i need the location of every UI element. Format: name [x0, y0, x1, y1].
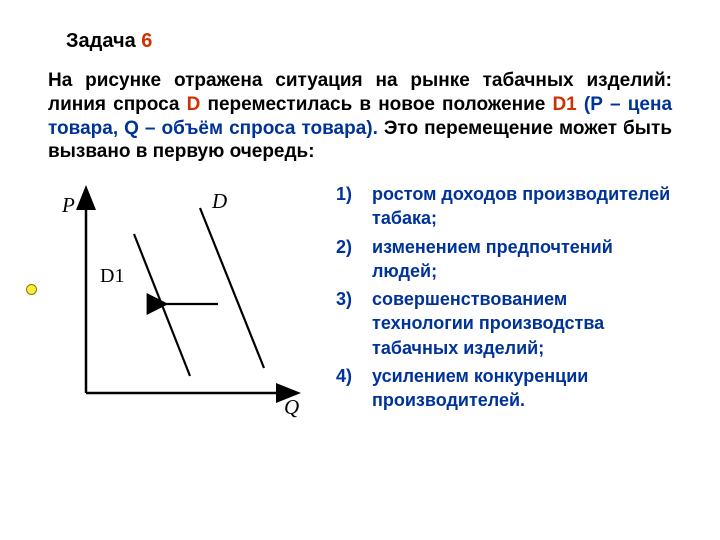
title-prefix: Задача: [66, 30, 141, 52]
slide-bullet: [26, 284, 37, 295]
svg-text:Q: Q: [284, 395, 299, 419]
svg-text:D: D: [211, 189, 227, 213]
task-title: Задача 6: [66, 30, 672, 53]
svg-text:D1: D1: [100, 265, 124, 287]
question-text: На рисунке отражена ситуация на рынке та…: [48, 69, 672, 164]
answer-options: ростом доходов производителей табака;изм…: [336, 178, 672, 423]
demand-diagram: P Q D D1: [48, 178, 308, 423]
question-part2: переместилась в новое положение: [200, 94, 552, 115]
title-number: 6: [141, 30, 152, 52]
question-d: D: [187, 94, 201, 115]
option-item: усилением конкуренции производителей.: [336, 364, 672, 413]
question-d1: D1: [552, 94, 576, 115]
question-space1: [577, 94, 584, 115]
options-list: ростом доходов производителей табака;изм…: [336, 182, 672, 413]
option-item: ростом доходов производителей табака;: [336, 182, 672, 231]
svg-text:P: P: [61, 193, 75, 217]
option-item: совершенствованием технологии производст…: [336, 287, 672, 360]
option-item: изменением предпочтений людей;: [336, 235, 672, 284]
content-row: P Q D D1 ростом доходов производителей таба…: [48, 178, 672, 423]
